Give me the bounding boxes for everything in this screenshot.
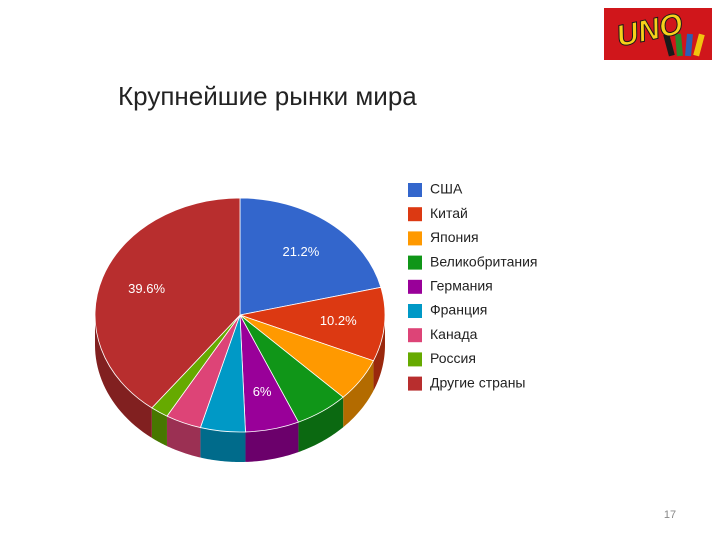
legend-label: Япония	[430, 229, 479, 245]
legend-label: Франция	[430, 302, 487, 318]
pie-slice	[238, 286, 386, 362]
page-number: 17	[664, 509, 676, 521]
pie-slice-side	[343, 360, 374, 428]
legend-label: Великобритания	[430, 253, 538, 269]
data-label: 39.6%	[128, 281, 165, 296]
logo-card	[693, 33, 705, 57]
legend-swatch	[408, 255, 422, 270]
logo-card	[685, 33, 693, 57]
logo-background	[604, 8, 712, 60]
legend-swatch	[408, 304, 422, 318]
legend: США Китай Япония Великобритания Германия Фран…	[408, 181, 538, 391]
pie-slice-side	[95, 315, 152, 438]
pie-slice-side	[245, 422, 299, 462]
pie-slice-side	[200, 427, 246, 462]
legend-label: Россия	[430, 350, 476, 366]
pie-chart: 21.2% 10.2% 6% 39.6%	[94, 197, 386, 462]
legend-label: США	[430, 181, 463, 197]
legend-label: Китай	[430, 205, 468, 221]
logo: UNO	[604, 7, 712, 60]
pie-slice	[94, 197, 241, 409]
data-label: 10.2%	[320, 313, 357, 328]
legend-swatch	[408, 328, 422, 343]
pie-slice-side	[373, 315, 385, 391]
pie-slice-side	[166, 416, 201, 458]
legend-swatch	[408, 207, 422, 222]
legend-label: Канада	[430, 326, 478, 342]
pie-slice	[239, 197, 382, 316]
pie-slice-side	[298, 397, 344, 453]
slide-title: Крупнейшие рынки мира	[118, 81, 417, 111]
legend-swatch	[408, 231, 422, 246]
logo-card	[663, 33, 675, 57]
legend-swatch	[408, 352, 422, 367]
data-label: 6%	[253, 384, 272, 399]
pie-slice-side	[151, 407, 167, 447]
legend-label: Другие страны	[430, 374, 526, 390]
legend-swatch	[408, 376, 422, 391]
legend-swatch	[408, 183, 422, 197]
legend-swatch	[408, 279, 422, 294]
logo-card	[675, 33, 683, 57]
data-label: 21.2%	[282, 244, 319, 259]
legend-label: Германия	[430, 278, 493, 294]
